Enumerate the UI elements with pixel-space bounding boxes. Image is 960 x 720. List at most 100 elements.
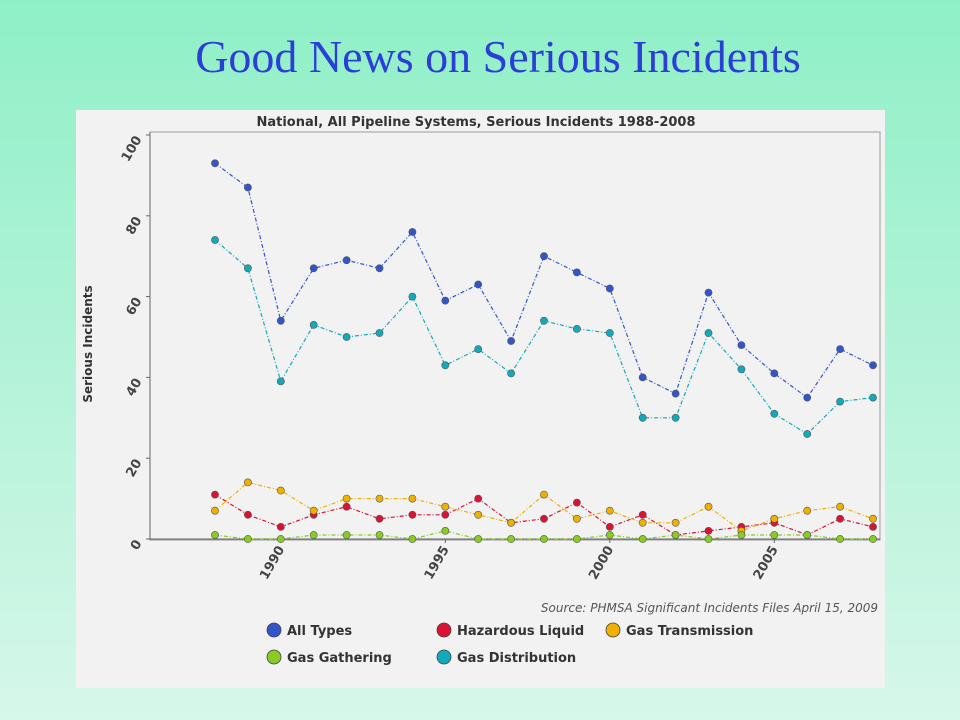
data-point-gas-gathering bbox=[211, 531, 219, 539]
legend-label-all-types: All Types bbox=[287, 624, 352, 639]
data-point-gas-gathering bbox=[441, 526, 450, 535]
plot-frame bbox=[149, 131, 881, 541]
data-point-gas-transmission bbox=[441, 502, 450, 511]
data-point-gas-distribution bbox=[770, 409, 779, 418]
data-point-gas-gathering bbox=[605, 531, 614, 539]
data-point-all-types bbox=[507, 337, 515, 345]
data-point-gas-gathering bbox=[276, 535, 285, 543]
data-point-gas-transmission bbox=[770, 514, 779, 523]
data-point-hazardous-liquid bbox=[704, 526, 713, 535]
data-point-hazardous-liquid bbox=[540, 514, 548, 523]
data-point-gas-distribution bbox=[276, 377, 285, 386]
data-point-gas-transmission bbox=[605, 506, 614, 515]
data-point-gas-transmission bbox=[375, 494, 384, 503]
x-tick-label: 2005 bbox=[751, 544, 782, 583]
series-line-all-types bbox=[214, 162, 874, 399]
y-tick-label: 40 bbox=[123, 376, 145, 399]
data-point-gas-gathering bbox=[408, 535, 417, 543]
data-point-hazardous-liquid bbox=[836, 514, 844, 523]
data-point-all-types bbox=[342, 256, 351, 265]
y-tick-label: 20 bbox=[123, 457, 145, 480]
data-point-hazardous-liquid bbox=[638, 510, 647, 519]
data-point-gas-transmission bbox=[704, 502, 713, 511]
data-point-all-types bbox=[704, 288, 713, 297]
data-point-all-types bbox=[572, 268, 581, 277]
data-point-gas-distribution bbox=[507, 369, 515, 378]
data-point-gas-distribution bbox=[836, 397, 844, 406]
data-point-gas-gathering bbox=[342, 531, 351, 539]
source-note: Source: PHMSA Significant Incidents File… bbox=[541, 601, 878, 615]
data-point-all-types bbox=[605, 284, 614, 293]
y-tick-label: 60 bbox=[123, 295, 145, 318]
data-point-gas-gathering bbox=[638, 535, 647, 543]
legend-marker-hazardous-liquid bbox=[436, 622, 452, 638]
data-point-gas-distribution bbox=[211, 236, 219, 244]
data-point-all-types bbox=[836, 345, 844, 353]
y-tick-label: 0 bbox=[128, 538, 146, 553]
x-tick-label: 1995 bbox=[422, 544, 453, 583]
data-point-gas-gathering bbox=[737, 531, 746, 539]
data-point-all-types bbox=[309, 264, 318, 273]
line-chart: National, All Pipeline Systems, Serious … bbox=[81, 115, 881, 666]
legend-marker-gas-gathering bbox=[266, 649, 282, 665]
data-point-gas-gathering bbox=[375, 531, 384, 539]
data-point-gas-transmission bbox=[309, 506, 318, 515]
data-point-gas-transmission bbox=[276, 486, 285, 495]
data-point-gas-gathering bbox=[507, 535, 515, 543]
legend: All Types Hazardous Liquid Gas Transmissio… bbox=[266, 622, 753, 666]
data-point-gas-distribution bbox=[803, 430, 812, 438]
y-axis-label: Serious Incidents bbox=[81, 285, 95, 402]
data-point-gas-distribution bbox=[737, 365, 746, 374]
series-layer bbox=[211, 159, 877, 543]
data-point-gas-gathering bbox=[803, 531, 812, 539]
legend-label-hazardous-liquid: Hazardous Liquid bbox=[457, 624, 584, 639]
data-point-all-types bbox=[375, 264, 384, 273]
legend-label-gas-transmission: Gas Transmission bbox=[626, 624, 753, 639]
data-point-all-types bbox=[803, 393, 812, 402]
data-point-gas-transmission bbox=[572, 514, 581, 523]
data-point-hazardous-liquid bbox=[408, 510, 417, 519]
data-point-gas-transmission bbox=[540, 490, 548, 499]
y-tick-label: 80 bbox=[123, 214, 145, 237]
data-point-gas-distribution bbox=[441, 361, 450, 370]
slide-title: Good News on Serious Incidents bbox=[195, 31, 801, 82]
data-point-gas-distribution bbox=[671, 413, 680, 422]
data-point-gas-transmission bbox=[342, 494, 351, 503]
data-point-gas-gathering bbox=[540, 535, 548, 543]
data-point-hazardous-liquid bbox=[211, 490, 219, 499]
data-point-all-types bbox=[638, 373, 647, 382]
legend-label-gas-gathering: Gas Gathering bbox=[287, 651, 392, 666]
data-point-gas-distribution bbox=[572, 324, 581, 333]
data-point-gas-transmission bbox=[671, 518, 680, 527]
data-point-hazardous-liquid bbox=[243, 510, 252, 519]
data-point-hazardous-liquid bbox=[474, 494, 483, 503]
data-point-all-types bbox=[211, 159, 219, 168]
data-point-gas-transmission bbox=[408, 494, 417, 503]
data-point-hazardous-liquid bbox=[342, 502, 351, 511]
data-point-gas-gathering bbox=[309, 531, 318, 539]
data-point-gas-transmission bbox=[803, 506, 812, 515]
data-point-gas-distribution bbox=[638, 413, 647, 422]
data-point-all-types bbox=[737, 341, 746, 349]
data-point-gas-distribution bbox=[375, 329, 384, 337]
data-point-all-types bbox=[869, 361, 877, 370]
series-line-gas-gathering bbox=[214, 530, 873, 540]
data-point-gas-gathering bbox=[671, 531, 680, 539]
data-point-gas-transmission bbox=[638, 518, 647, 527]
data-point-all-types bbox=[770, 369, 779, 378]
data-point-gas-gathering bbox=[474, 535, 483, 543]
data-point-hazardous-liquid bbox=[605, 522, 614, 531]
legend-marker-gas-transmission bbox=[605, 622, 621, 638]
data-point-gas-distribution bbox=[605, 329, 614, 337]
data-point-all-types bbox=[671, 389, 680, 398]
data-point-gas-gathering bbox=[572, 535, 581, 543]
legend-label-gas-distribution: Gas Distribution bbox=[457, 651, 576, 666]
data-point-gas-distribution bbox=[704, 329, 713, 337]
data-point-gas-distribution bbox=[540, 316, 548, 325]
x-tick-label: 1990 bbox=[257, 544, 288, 583]
data-point-all-types bbox=[243, 183, 252, 192]
chart-panel: National, All Pipeline Systems, Serious … bbox=[76, 110, 885, 688]
data-point-gas-distribution bbox=[243, 264, 252, 273]
data-point-gas-distribution bbox=[474, 345, 483, 353]
data-point-hazardous-liquid bbox=[276, 522, 285, 531]
